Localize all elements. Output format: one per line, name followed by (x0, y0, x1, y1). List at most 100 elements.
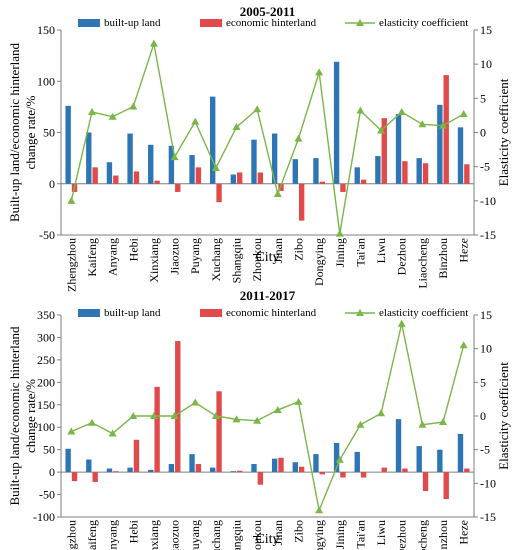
elasticity-point-jinan (273, 190, 282, 197)
bar-built-up-land-dongying (313, 454, 319, 473)
bar-economic-hinterland-tai-an (360, 179, 367, 184)
right-tick-label: -15 (480, 510, 496, 524)
bar-built-up-land-dezhou (395, 114, 402, 184)
elasticity-point-hebi (129, 102, 138, 110)
right-tick-label: -10 (480, 194, 496, 208)
elasticity-point-anyang (108, 112, 117, 120)
elasticity-point-dongying (315, 506, 324, 514)
bar-built-up-land-xinxiang (148, 469, 154, 473)
left-tick-label: 0 (49, 465, 55, 479)
bar-economic-hinterland-binzhou (443, 472, 449, 500)
category-label-liwu: Liwu (374, 238, 388, 263)
bar-economic-hinterland-jinan (278, 457, 284, 473)
elasticity-point-liaocheng (418, 420, 427, 428)
category-label-tai-an: Tai'an (353, 238, 367, 267)
bar-built-up-land-zibo (292, 159, 298, 184)
legend-swatch-economic-hinterland (200, 19, 222, 27)
category-label-zhengzhou: Zhengzhou (64, 238, 78, 292)
elasticity-point-kaifeng (87, 418, 96, 426)
legend-label-economic-hinterland: economic hinterland (226, 307, 317, 319)
legend-label-economic-hinterland: economic hinterland (226, 17, 317, 29)
bar-built-up-land-binzhou (437, 104, 443, 184)
bar-built-up-land-jining (333, 442, 340, 473)
bar-built-up-land-zhengzhou (65, 448, 71, 473)
chart-title: 2005-2011 (240, 4, 296, 19)
bar-built-up-land-kaifeng (86, 459, 92, 473)
bar-economic-hinterland-dezhou (402, 468, 408, 473)
category-label-heze: Heze (457, 520, 471, 545)
category-label-jining: Jining (333, 520, 347, 549)
bar-built-up-land-jinan (271, 458, 278, 473)
category-label-xinxiang: Xinxiang (147, 520, 161, 550)
bar-economic-hinterland-liaocheng (422, 163, 429, 184)
elasticity-point-xuchang (211, 412, 220, 419)
elasticity-line (70, 43, 465, 234)
bar-economic-hinterland-liaocheng (422, 472, 429, 491)
elasticity-point-dezhou (397, 108, 406, 115)
bar-economic-hinterland-anyang (113, 471, 119, 473)
legend-marker-elasticity (356, 309, 364, 316)
left-tick-label: 50 (43, 443, 55, 457)
category-label-puyang: Puyang (188, 520, 202, 550)
bar-built-up-land-puyang (189, 454, 195, 473)
elasticity-point-binzhou (439, 418, 448, 426)
legend-marker-elasticity (356, 19, 364, 26)
bar-economic-hinterland-heze (464, 164, 470, 184)
elasticity-point-dongying (315, 68, 324, 76)
bar-built-up-land-shangqiu (230, 174, 237, 184)
bar-built-up-land-kaifeng (86, 132, 92, 184)
right-tick-label: -5 (480, 160, 490, 174)
legend-label-elasticity: elasticity coefficient (379, 17, 468, 29)
category-label-binzhou: Binzhou (436, 238, 450, 279)
bar-built-up-land-tai-an (354, 451, 360, 473)
right-tick-label: 15 (480, 23, 492, 37)
category-label-dezhou: Dezhou (395, 520, 409, 550)
bar-economic-hinterland-hebi (133, 439, 140, 473)
category-label-jiaozuo: Jiaozuo (168, 238, 182, 275)
bar-built-up-land-zhoukou (251, 139, 257, 184)
bar-built-up-land-binzhou (437, 449, 443, 473)
elasticity-point-xinxiang (149, 412, 158, 419)
bar-built-up-land-jinan (271, 133, 278, 184)
category-label-anyang: Anyang (106, 238, 120, 276)
category-label-zibo: Zibo (291, 520, 305, 543)
elasticity-point-xuchang (211, 164, 220, 172)
left-tick-label: 50 (43, 126, 55, 140)
bar-economic-hinterland-xuchang (216, 391, 222, 473)
category-label-jinan: Jinan (271, 238, 285, 263)
bar-built-up-land-zhengzhou (65, 105, 71, 184)
bar-built-up-land-xuchang (210, 467, 216, 473)
bar-economic-hinterland-puyang (195, 464, 202, 473)
left-tick-label: 200 (37, 375, 55, 389)
bar-economic-hinterland-dongying (319, 181, 325, 184)
bar-economic-hinterland-jiaozuo (175, 183, 181, 192)
bar-economic-hinterland-zhoukou (257, 472, 264, 485)
category-label-kaifeng: Kaifeng (85, 238, 99, 277)
bar-built-up-land-heze (457, 127, 464, 184)
bar-built-up-land-shangqiu (230, 471, 237, 473)
elasticity-point-puyang (191, 398, 200, 406)
elasticity-point-anyang (108, 429, 117, 437)
elasticity-point-zhengzhou (67, 196, 76, 204)
left-tick-label: 100 (37, 74, 55, 88)
left-tick-label: 150 (37, 23, 55, 37)
left-axis-title-line1: Built-up land/economic hinterland (7, 326, 22, 506)
bar-economic-hinterland-zibo (298, 183, 305, 221)
elasticity-point-xinxiang (149, 39, 158, 47)
category-label-jinan: Jinan (271, 520, 285, 545)
bar-economic-hinterland-dongying (319, 472, 325, 475)
category-label-zibo: Zibo (291, 238, 305, 261)
category-label-heze: Heze (457, 238, 471, 263)
bar-economic-hinterland-xuchang (216, 183, 222, 203)
bar-economic-hinterland-kaifeng (92, 167, 98, 184)
x-axis-title: City (255, 532, 279, 547)
left-axis-title-line2: change rate/% (23, 379, 38, 453)
right-tick-label: -5 (480, 443, 490, 457)
elasticity-point-zibo (294, 134, 303, 142)
chart-2011-2017: 2011-2017-100-50050100150200250300350-15… (7, 288, 511, 550)
bar-economic-hinterland-zhengzhou (71, 472, 78, 482)
category-label-binzhou: Binzhou (436, 520, 450, 550)
elasticity-line (71, 323, 465, 513)
right-tick-label: -15 (480, 228, 496, 242)
elasticity-point-jinan (273, 405, 282, 413)
